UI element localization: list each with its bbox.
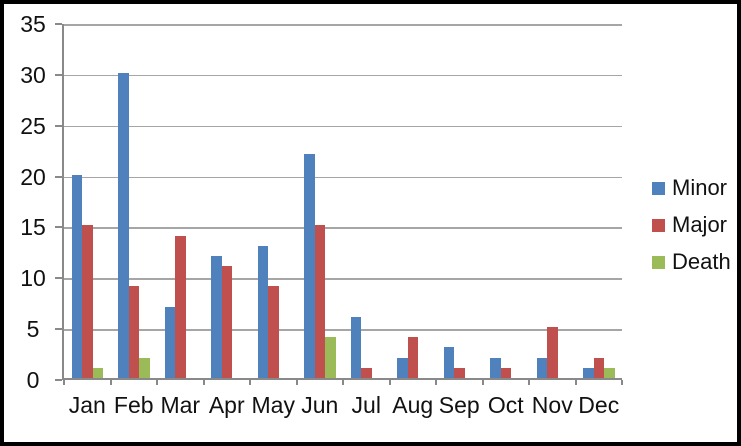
y-axis-label-5: 5 bbox=[26, 316, 40, 343]
bar-aug-major bbox=[407, 337, 418, 378]
bar-jan-minor bbox=[71, 175, 82, 378]
y-axis-label-20: 20 bbox=[20, 163, 46, 190]
x-axis-label-may: May bbox=[251, 392, 295, 418]
bar-sep-major bbox=[454, 368, 465, 378]
bar-sep-minor bbox=[443, 347, 454, 378]
gridline-y-30 bbox=[64, 74, 622, 77]
y-tick-5 bbox=[55, 328, 62, 331]
x-axis-label-feb: Feb bbox=[113, 392, 154, 418]
x-axis-label-oct: Oct bbox=[487, 392, 524, 418]
legend-swatch-major bbox=[652, 218, 665, 232]
bar-nov-major bbox=[547, 327, 558, 378]
x-tick-8 bbox=[435, 380, 437, 385]
bar-dec-major bbox=[593, 358, 604, 378]
y-tick-30 bbox=[55, 73, 62, 76]
bar-oct-major bbox=[500, 368, 511, 378]
x-tick-6 bbox=[342, 380, 344, 385]
y-tick-15 bbox=[55, 226, 62, 229]
x-tick-9 bbox=[481, 380, 484, 385]
bar-feb-death bbox=[139, 358, 150, 378]
gridline-y-25 bbox=[64, 125, 622, 128]
legend-item-death: Death bbox=[652, 249, 731, 274]
x-axis-label-mar: Mar bbox=[160, 392, 201, 418]
x-tick-11 bbox=[574, 380, 577, 385]
legend: Minor Major Death bbox=[652, 175, 731, 274]
y-axis-label-25: 25 bbox=[20, 112, 46, 139]
y-axis-label-15: 15 bbox=[20, 214, 46, 241]
legend-item-minor: Minor bbox=[652, 175, 731, 200]
bar-jul-major bbox=[361, 368, 372, 378]
y-tick-10 bbox=[55, 277, 62, 280]
x-axis-label-jul: Jul bbox=[351, 392, 381, 418]
x-tick-1 bbox=[109, 380, 112, 385]
x-axis-label-sep: Sep bbox=[438, 392, 480, 418]
x-tick-12 bbox=[621, 380, 623, 385]
bar-jun-minor bbox=[304, 154, 315, 378]
y-tick-0 bbox=[55, 379, 62, 381]
bar-nov-minor bbox=[536, 358, 547, 378]
bar-jul-minor bbox=[350, 317, 361, 378]
legend-label-minor: Minor bbox=[672, 175, 728, 200]
bar-dec-death bbox=[604, 368, 615, 378]
x-tick-3 bbox=[202, 380, 205, 385]
x-axis-label-dec: Dec bbox=[578, 392, 620, 418]
x-tick-2 bbox=[156, 380, 158, 385]
bar-jan-death bbox=[92, 368, 103, 378]
legend-item-major: Major bbox=[652, 212, 731, 237]
bar-jan-major bbox=[82, 225, 93, 378]
y-axis-label-0: 0 bbox=[26, 367, 40, 393]
gridline-y-10 bbox=[64, 278, 622, 280]
y-axis-label-35: 35 bbox=[20, 11, 46, 37]
bar-feb-minor bbox=[118, 73, 129, 378]
x-tick-7 bbox=[388, 380, 391, 385]
bar-mar-major bbox=[175, 236, 186, 378]
x-axis-label-aug: Aug bbox=[392, 392, 434, 418]
bar-jun-major bbox=[314, 225, 325, 378]
gridline-y-15 bbox=[64, 227, 622, 229]
bar-apr-major bbox=[221, 266, 232, 378]
bar-oct-minor bbox=[490, 358, 501, 378]
bar-apr-minor bbox=[211, 256, 222, 378]
bar-may-major bbox=[268, 286, 279, 378]
plot-area bbox=[55, 23, 623, 385]
y-axis-label-10: 10 bbox=[20, 265, 46, 292]
x-axis-label-jun: Jun bbox=[301, 392, 339, 418]
x-tick-4 bbox=[249, 380, 251, 385]
x-tick-10 bbox=[528, 380, 530, 385]
bar-may-minor bbox=[257, 246, 268, 378]
y-tick-35 bbox=[55, 23, 62, 25]
bar-aug-minor bbox=[397, 358, 408, 378]
x-tick-5 bbox=[295, 380, 298, 385]
y-axis-label-30: 30 bbox=[20, 61, 46, 88]
legend-swatch-death bbox=[652, 255, 665, 269]
legend-label-death: Death bbox=[672, 249, 731, 274]
bar-feb-major bbox=[128, 286, 139, 378]
x-tick-0 bbox=[63, 380, 65, 385]
x-axis-label-jan: Jan bbox=[68, 392, 106, 418]
x-axis-label-apr: Apr bbox=[208, 392, 245, 418]
gridline-y-5 bbox=[64, 329, 622, 331]
y-tick-25 bbox=[55, 124, 62, 127]
legend-label-major: Major bbox=[672, 212, 728, 237]
gridline-y-20 bbox=[64, 176, 622, 179]
gridline-y-35 bbox=[64, 24, 622, 26]
x-axis-label-nov: Nov bbox=[531, 392, 573, 418]
legend-swatch-minor bbox=[652, 181, 665, 195]
bar-mar-minor bbox=[164, 307, 175, 378]
bar-dec-minor bbox=[583, 368, 594, 378]
y-tick-20 bbox=[55, 175, 62, 178]
bar-jun-death bbox=[325, 337, 336, 378]
